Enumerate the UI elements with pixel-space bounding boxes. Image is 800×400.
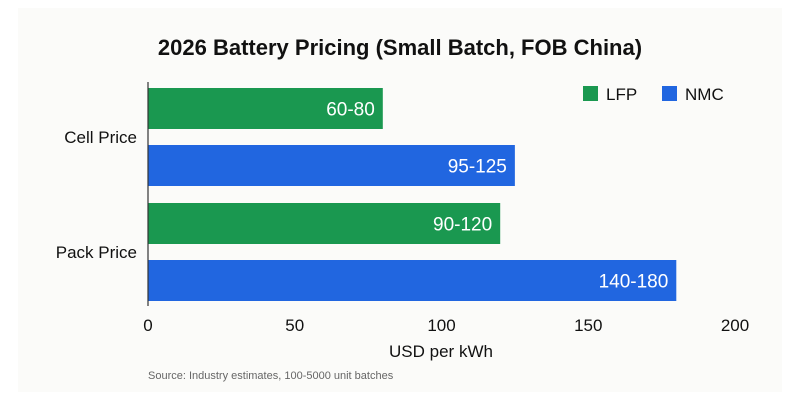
legend-label: NMC (685, 85, 724, 104)
legend: LFP NMC (583, 85, 724, 104)
chart-background (18, 8, 782, 392)
bar-nmc-1 (148, 260, 677, 301)
x-tick-label: 100 (427, 316, 455, 335)
bar-nmc-0 (148, 145, 515, 186)
x-axis-label: USD per kWh (389, 342, 493, 361)
source-note: Source: Industry estimates, 100-5000 uni… (148, 370, 394, 382)
legend-label: LFP (606, 85, 637, 104)
x-tick-label: 50 (285, 316, 304, 335)
bar-lfp-1 (148, 203, 501, 244)
bar-data-label: 140-180 (599, 272, 669, 293)
bar-data-label: 60-80 (326, 100, 375, 121)
chart-title: 2026 Battery Pricing (Small Batch, FOB C… (158, 35, 642, 60)
legend-swatch-lfp (583, 86, 598, 101)
x-tick-label: 0 (143, 316, 152, 335)
x-tick-label: 200 (721, 316, 749, 335)
legend-swatch-nmc (662, 86, 677, 101)
bar-data-label: 90-120 (433, 215, 492, 236)
category-label: Cell Price (64, 128, 137, 147)
bar-lfp-0 (148, 88, 383, 129)
category-label: Pack Price (56, 243, 137, 262)
bar-data-label: 95-125 (448, 157, 507, 178)
x-tick-label: 150 (574, 316, 602, 335)
